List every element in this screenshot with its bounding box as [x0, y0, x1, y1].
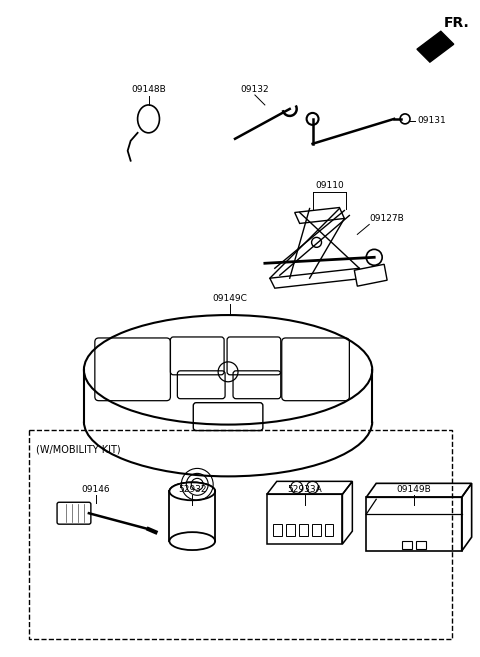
Text: 09148B: 09148B — [131, 85, 166, 93]
Circle shape — [312, 237, 322, 247]
Polygon shape — [354, 264, 387, 286]
Text: (W/MOBILITY KIT): (W/MOBILITY KIT) — [36, 445, 121, 455]
Text: 52933A: 52933A — [287, 485, 322, 494]
Text: 09149C: 09149C — [213, 294, 248, 303]
Bar — [299, 524, 308, 536]
Text: 09110: 09110 — [315, 181, 344, 190]
Bar — [402, 541, 412, 549]
Polygon shape — [417, 32, 454, 62]
Ellipse shape — [169, 482, 215, 500]
Text: 09146: 09146 — [82, 485, 110, 494]
Text: FR.: FR. — [444, 16, 469, 30]
Bar — [29, 430, 452, 639]
Bar — [273, 524, 282, 536]
Text: 09131: 09131 — [417, 116, 446, 125]
Text: 52932: 52932 — [178, 485, 206, 494]
Bar — [416, 541, 426, 549]
Bar — [286, 524, 295, 536]
Text: 09132: 09132 — [240, 85, 269, 93]
Text: 09127B: 09127B — [369, 214, 404, 223]
Bar — [324, 524, 334, 536]
Circle shape — [366, 250, 382, 265]
Bar — [312, 524, 321, 536]
Text: 09149B: 09149B — [396, 485, 432, 494]
